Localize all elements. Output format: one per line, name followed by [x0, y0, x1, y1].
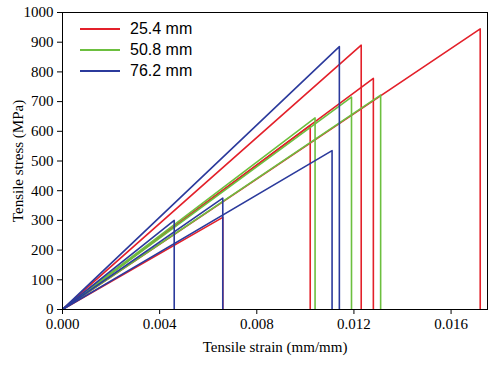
svg-text:600: 600 [31, 123, 54, 139]
html-text:76.2 mm: 76.2 mm [130, 61, 193, 79]
svg-text:Tensile stress (MPa): Tensile stress (MPa) [10, 100, 27, 222]
svg-text:0.016: 0.016 [434, 316, 468, 332]
svg-text:0.004: 0.004 [143, 316, 177, 332]
svg-text:800: 800 [31, 64, 54, 80]
html-text:50.8 mm: 50.8 mm [130, 40, 193, 58]
svg-text:0.008: 0.008 [240, 316, 274, 332]
svg-text:300: 300 [31, 212, 54, 228]
svg-text:0.000: 0.000 [46, 316, 80, 332]
svg-text:100: 100 [31, 272, 54, 288]
html-text:25.4 mm: 25.4 mm [130, 19, 193, 37]
svg-text:200: 200 [31, 242, 54, 258]
svg-text:700: 700 [31, 93, 54, 109]
svg-text:0.012: 0.012 [337, 316, 371, 332]
svg-text:0: 0 [46, 301, 54, 317]
svg-text:500: 500 [31, 153, 54, 169]
svg-text:Tensile strain (mm/mm): Tensile strain (mm/mm) [203, 339, 348, 356]
svg-text:1000: 1000 [24, 4, 54, 20]
svg-text:900: 900 [31, 34, 54, 50]
svg-text:400: 400 [31, 183, 54, 199]
